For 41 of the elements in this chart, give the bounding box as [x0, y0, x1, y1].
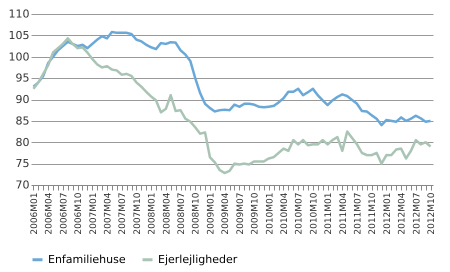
x-tick-label: 2006M07	[59, 192, 70, 235]
x-tick-label: 2011M01	[324, 192, 334, 235]
x-tick-label: 2009M04	[221, 192, 232, 235]
x-tick-label: 2012M07	[412, 192, 422, 235]
x-tick-label: 2012M10	[427, 192, 438, 235]
legend-label: Ejerlejligheder	[158, 252, 238, 266]
x-tick-label: 2012M04	[398, 192, 408, 235]
y-tick-label: 85	[16, 114, 30, 128]
line-series	[32, 37, 432, 174]
x-tick-label: 2011M07	[354, 192, 364, 235]
x-tick-label: 2011M04	[338, 192, 349, 235]
x-tick-label: 2007M01	[88, 192, 99, 235]
x-tick-label: 2009M01	[206, 192, 216, 235]
x-tick-label: 2007M04	[103, 192, 114, 235]
x-tick-label: 2006M04	[44, 192, 55, 235]
x-tick-label: 2012M01	[382, 192, 393, 235]
x-tick-label: 2008M07	[177, 192, 188, 235]
x-tick-label: 2010M04	[280, 192, 290, 235]
x-tick-label: 2008M01	[148, 192, 158, 235]
x-tick-label: 2009M07	[236, 192, 246, 235]
x-tick-label: 2009M10	[250, 192, 261, 235]
x-tick-label: 2008M04	[162, 192, 172, 235]
y-tick-label: 80	[16, 136, 30, 149]
x-tick-label: 2011M10	[368, 192, 378, 235]
x-tick-label: 2007M10	[132, 192, 143, 235]
y-tick-label: 95	[16, 72, 30, 85]
legend-label: Enfamiliehuse	[48, 252, 126, 266]
x-tick-label: 2006M10	[74, 192, 84, 235]
y-tick-label: 105	[8, 28, 30, 42]
line-series	[32, 30, 432, 126]
y-tick-label: 110	[8, 8, 30, 20]
y-tick-label: 70	[16, 178, 30, 192]
x-tick-label: 2010M07	[294, 192, 305, 235]
y-tick-label: 100	[8, 50, 30, 64]
x-tick-label: 2010M10	[309, 192, 320, 235]
x-tick-label: 2007M07	[118, 192, 128, 235]
y-tick-label: 90	[16, 93, 30, 106]
x-tick-label: 2010M01	[265, 192, 276, 235]
x-tick-label: 2008M10	[192, 192, 202, 235]
y-tick-label: 75	[16, 157, 30, 170]
x-tick-label: 2006M01	[30, 192, 40, 235]
